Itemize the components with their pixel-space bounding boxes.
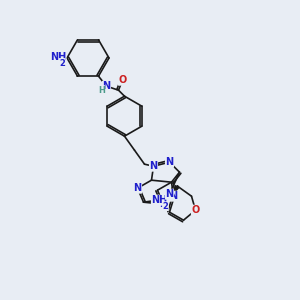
- Text: N: N: [134, 183, 142, 193]
- Text: N: N: [159, 199, 168, 209]
- Text: O: O: [118, 75, 127, 85]
- Text: NH: NH: [50, 52, 66, 62]
- Text: N: N: [165, 189, 174, 199]
- Text: NH: NH: [152, 195, 168, 205]
- Text: 2: 2: [163, 202, 168, 211]
- Text: 2: 2: [59, 58, 65, 68]
- Text: N: N: [102, 81, 111, 91]
- Text: H: H: [98, 86, 105, 95]
- Text: N: N: [169, 191, 178, 201]
- Text: N: N: [165, 157, 174, 167]
- Text: O: O: [191, 205, 200, 215]
- Text: N: N: [149, 161, 158, 171]
